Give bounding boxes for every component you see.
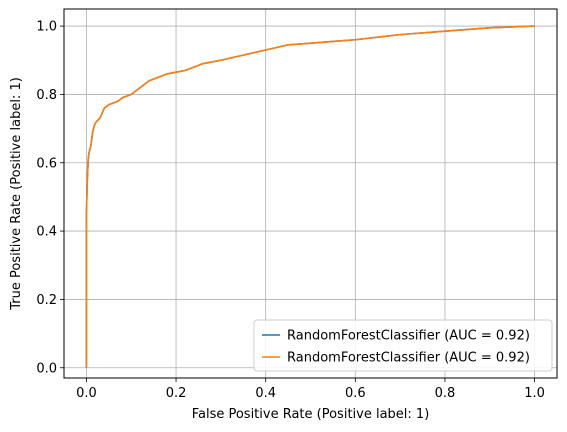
y-tick-label: 0.4 [36, 225, 57, 240]
x-tick-label: 1.0 [524, 386, 545, 401]
legend: RandomForestClassifier (AUC = 0.92) Rando… [253, 319, 553, 372]
series-line [85, 25, 535, 368]
x-tick-label: 0.0 [76, 386, 97, 401]
x-axis-label: False Positive Rate (Positive label: 1) [192, 407, 430, 422]
x-tick-label: 0.6 [345, 386, 366, 401]
y-axis-label: True Positive Rate (Positive label: 1) [9, 77, 24, 311]
x-tick-label: 0.4 [255, 386, 276, 401]
y-tick-label: 0.8 [36, 88, 57, 103]
axis-ticks: 0.0 0.2 0.4 0.6 0.8 1.0 0.0 0.2 0.4 0.6 0.8 1.0 [36, 20, 545, 401]
legend-label: RandomForestClassifier (AUC = 0.92) [287, 351, 530, 366]
y-tick-label: 0.2 [36, 293, 57, 308]
plot-frame [63, 8, 558, 379]
x-tick-label: 0.2 [166, 386, 187, 401]
legend-box [253, 319, 553, 372]
y-tick-label: 0.6 [36, 156, 57, 171]
series-line [85, 25, 535, 368]
grid-lines [64, 9, 557, 378]
y-tick-label: 1.0 [36, 20, 57, 35]
y-tick-label: 0.0 [36, 361, 57, 376]
legend-label: RandomForestClassifier (AUC = 0.92) [287, 329, 530, 344]
x-tick-label: 0.8 [435, 386, 456, 401]
series-layer [85, 25, 535, 368]
